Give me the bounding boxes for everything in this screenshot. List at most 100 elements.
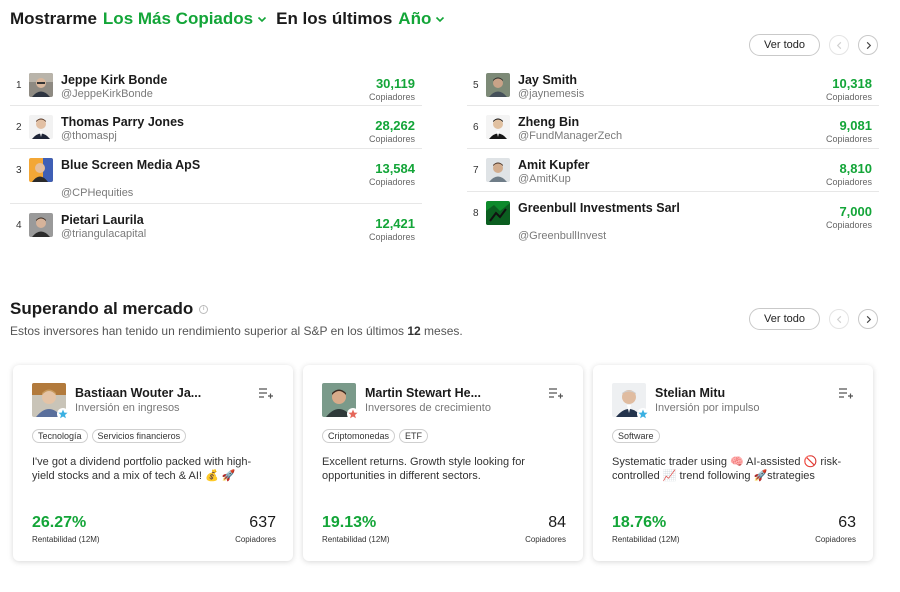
most-copied-list-right: 5 Jay Smith @jaynemesis 10,318 Copiadore… — [467, 64, 879, 247]
section-title-text: Superando al mercado — [10, 299, 194, 318]
avatar — [486, 115, 510, 139]
tag-list: Software — [612, 429, 664, 443]
filter-dropdown[interactable]: Los Más Copiados — [103, 9, 268, 29]
trader-name: Jeppe Kirk Bonde — [61, 73, 168, 87]
copiers-count: 13,584 — [375, 161, 415, 176]
chevron-left-icon — [836, 315, 841, 323]
list-item[interactable]: 2 Thomas Parry Jones @thomaspj 28,262 Co… — [10, 106, 422, 149]
chevron-left-icon — [836, 41, 841, 49]
copiers-label: Copiadores — [368, 177, 415, 187]
investor-name: Martin Stewart He... — [365, 386, 481, 400]
copiers-value: 84 — [548, 514, 566, 531]
rank-number: 7 — [473, 165, 479, 176]
tag-list: Tecnología Servicios financieros — [32, 429, 190, 443]
avatar — [486, 158, 510, 182]
list-item[interactable]: 5 Jay Smith @jaynemesis 10,318 Copiadore… — [467, 64, 879, 106]
copiers-label: Copiadores — [368, 232, 415, 242]
filter-header: Mostrarme Los Más Copiados En los último… — [10, 6, 446, 32]
copiers-count: 9,081 — [839, 118, 872, 133]
star-icon — [638, 409, 648, 419]
filter-dropdown-label: Los Más Copiados — [102, 9, 254, 28]
investor-description: Excellent returns. Growth style looking … — [322, 456, 525, 482]
copiers-label: Copiadores — [825, 177, 872, 187]
investor-description: Systematic trader using 🧠 AI-assisted 🚫 … — [612, 456, 842, 482]
rank-number: 2 — [16, 122, 22, 133]
see-all-button[interactable]: Ver todo — [749, 34, 820, 56]
trader-handle: @FundManagerZech — [518, 130, 623, 142]
trader-name: Pietari Laurila — [61, 213, 144, 227]
top-section-controls: Ver todo — [749, 34, 878, 56]
trader-handle: @GreenbullInvest — [518, 230, 607, 242]
investor-description: I've got a dividend portfolio packed wit… — [32, 456, 252, 482]
next-button[interactable] — [858, 309, 878, 329]
copiers-label: Copiadores — [235, 535, 276, 544]
copiers-label: Copiadores — [368, 134, 415, 144]
investor-category: Inversión por impulso — [655, 402, 760, 414]
investor-card[interactable]: Bastiaan Wouter Ja... Inversión en ingre… — [13, 365, 293, 561]
list-item[interactable]: 1 Jeppe Kirk Bonde @JeppeKirkBonde 30,11… — [10, 64, 422, 106]
trader-handle: @triangulacapital — [61, 228, 147, 240]
rank-number: 4 — [16, 220, 22, 231]
copiers-label: Copiadores — [825, 134, 872, 144]
list-item[interactable]: 4 Pietari Laurila @triangulacapital 12,4… — [10, 204, 422, 246]
tag-list: Criptomonedas ETF — [322, 429, 432, 443]
next-button[interactable] — [858, 35, 878, 55]
trader-name: Thomas Parry Jones — [61, 115, 184, 129]
avatar — [612, 383, 646, 417]
copiers-label: Copiadores — [825, 92, 872, 102]
copiers-count: 10,318 — [832, 76, 872, 91]
trader-handle: @CPHequities — [61, 187, 134, 199]
tag[interactable]: ETF — [399, 429, 429, 443]
avatar — [486, 73, 510, 97]
add-to-watchlist-icon[interactable] — [258, 387, 273, 399]
return-label: Rentabilidad (12M) — [612, 535, 680, 544]
investor-card[interactable]: Martin Stewart He... Inversores de creci… — [303, 365, 583, 561]
chevron-right-icon — [866, 41, 871, 49]
trader-handle: @jaynemesis — [518, 88, 585, 100]
tag[interactable]: Software — [612, 429, 660, 443]
copiers-count: 8,810 — [839, 161, 872, 176]
info-icon[interactable]: i — [199, 304, 209, 314]
trader-handle: @thomaspj — [61, 130, 117, 142]
list-item[interactable]: 7 Amit Kupfer @AmitKup 8,810 Copiadores — [467, 149, 879, 192]
add-to-watchlist-icon[interactable] — [838, 387, 853, 399]
investor-category: Inversión en ingresos — [75, 402, 180, 414]
section2-controls: Ver todo — [749, 308, 878, 330]
star-badge — [347, 408, 359, 420]
tag[interactable]: Criptomonedas — [322, 429, 396, 443]
list-item[interactable]: 6 Zheng Bin @FundManagerZech 9,081 Copia… — [467, 106, 879, 149]
tag[interactable]: Servicios financieros — [91, 429, 187, 443]
copiers-label: Copiadores — [525, 535, 566, 544]
period-dropdown[interactable]: Año — [398, 9, 446, 29]
section-subtitle: Estos inversores han tenido un rendimien… — [10, 324, 463, 338]
return-label: Rentabilidad (12M) — [322, 535, 390, 544]
most-copied-list-left: 1 Jeppe Kirk Bonde @JeppeKirkBonde 30,11… — [10, 64, 422, 246]
copiers-count: 12,421 — [375, 216, 415, 231]
rank-number: 6 — [473, 122, 479, 133]
list-item[interactable]: 3 Blue Screen Media ApS @CPHequities 13,… — [10, 149, 422, 204]
prev-button[interactable] — [829, 309, 849, 329]
prev-button[interactable] — [829, 35, 849, 55]
copiers-count: 7,000 — [839, 204, 872, 219]
tag[interactable]: Tecnología — [32, 429, 88, 443]
chevron-down-icon — [436, 16, 445, 23]
rank-number: 1 — [16, 80, 22, 91]
trader-name: Greenbull Investments Sarl — [518, 201, 680, 215]
list-item[interactable]: 8 Greenbull Investments Sarl @GreenbullI… — [467, 192, 879, 247]
trader-name: Zheng Bin — [518, 115, 580, 129]
investor-card[interactable]: Stelian Mitu Inversión por impulso Softw… — [593, 365, 873, 561]
add-to-watchlist-icon[interactable] — [548, 387, 563, 399]
copiers-label: Copiadores — [825, 220, 872, 230]
trader-name: Amit Kupfer — [518, 158, 590, 172]
rank-number: 8 — [473, 208, 479, 219]
star-badge — [637, 408, 649, 420]
return-value: 18.76% — [612, 514, 667, 531]
copiers-value: 637 — [249, 514, 276, 531]
star-badge — [57, 408, 69, 420]
return-value: 26.27% — [32, 514, 87, 531]
copiers-label: Copiadores — [815, 535, 856, 544]
see-all-button[interactable]: Ver todo — [749, 308, 820, 330]
copiers-label: Copiadores — [368, 92, 415, 102]
avatar — [486, 201, 510, 225]
trader-handle: @JeppeKirkBonde — [61, 88, 153, 100]
